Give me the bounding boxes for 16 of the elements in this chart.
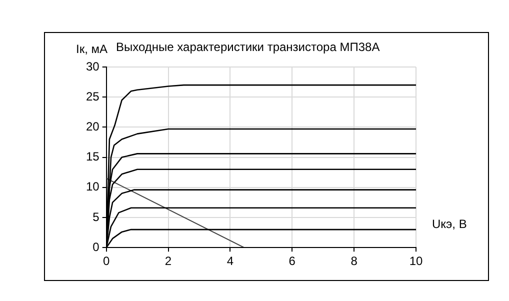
y-tick-label: 5 [92, 210, 100, 224]
x-tick-label: 4 [226, 254, 234, 268]
y-tick-label: 30 [86, 59, 100, 74]
x-tick-label: 2 [164, 254, 172, 268]
x-axis-title: Uкэ, В [432, 217, 467, 231]
x-tick-label: 8 [350, 254, 358, 268]
y-tick-label: 0 [92, 240, 100, 254]
y-tick-label: 25 [86, 89, 100, 104]
y-axis-title: Iк, мА [76, 42, 108, 56]
y-tick-label: 15 [86, 150, 100, 164]
x-tick-label: 6 [288, 254, 296, 268]
y-tick-label: 10 [86, 180, 100, 194]
y-tick-label: 20 [86, 120, 100, 134]
chart-title: Выходные характеристики транзистора МП38А [116, 40, 380, 54]
x-tick-label: 0 [103, 254, 110, 268]
x-tick-label: 10 [409, 254, 423, 268]
